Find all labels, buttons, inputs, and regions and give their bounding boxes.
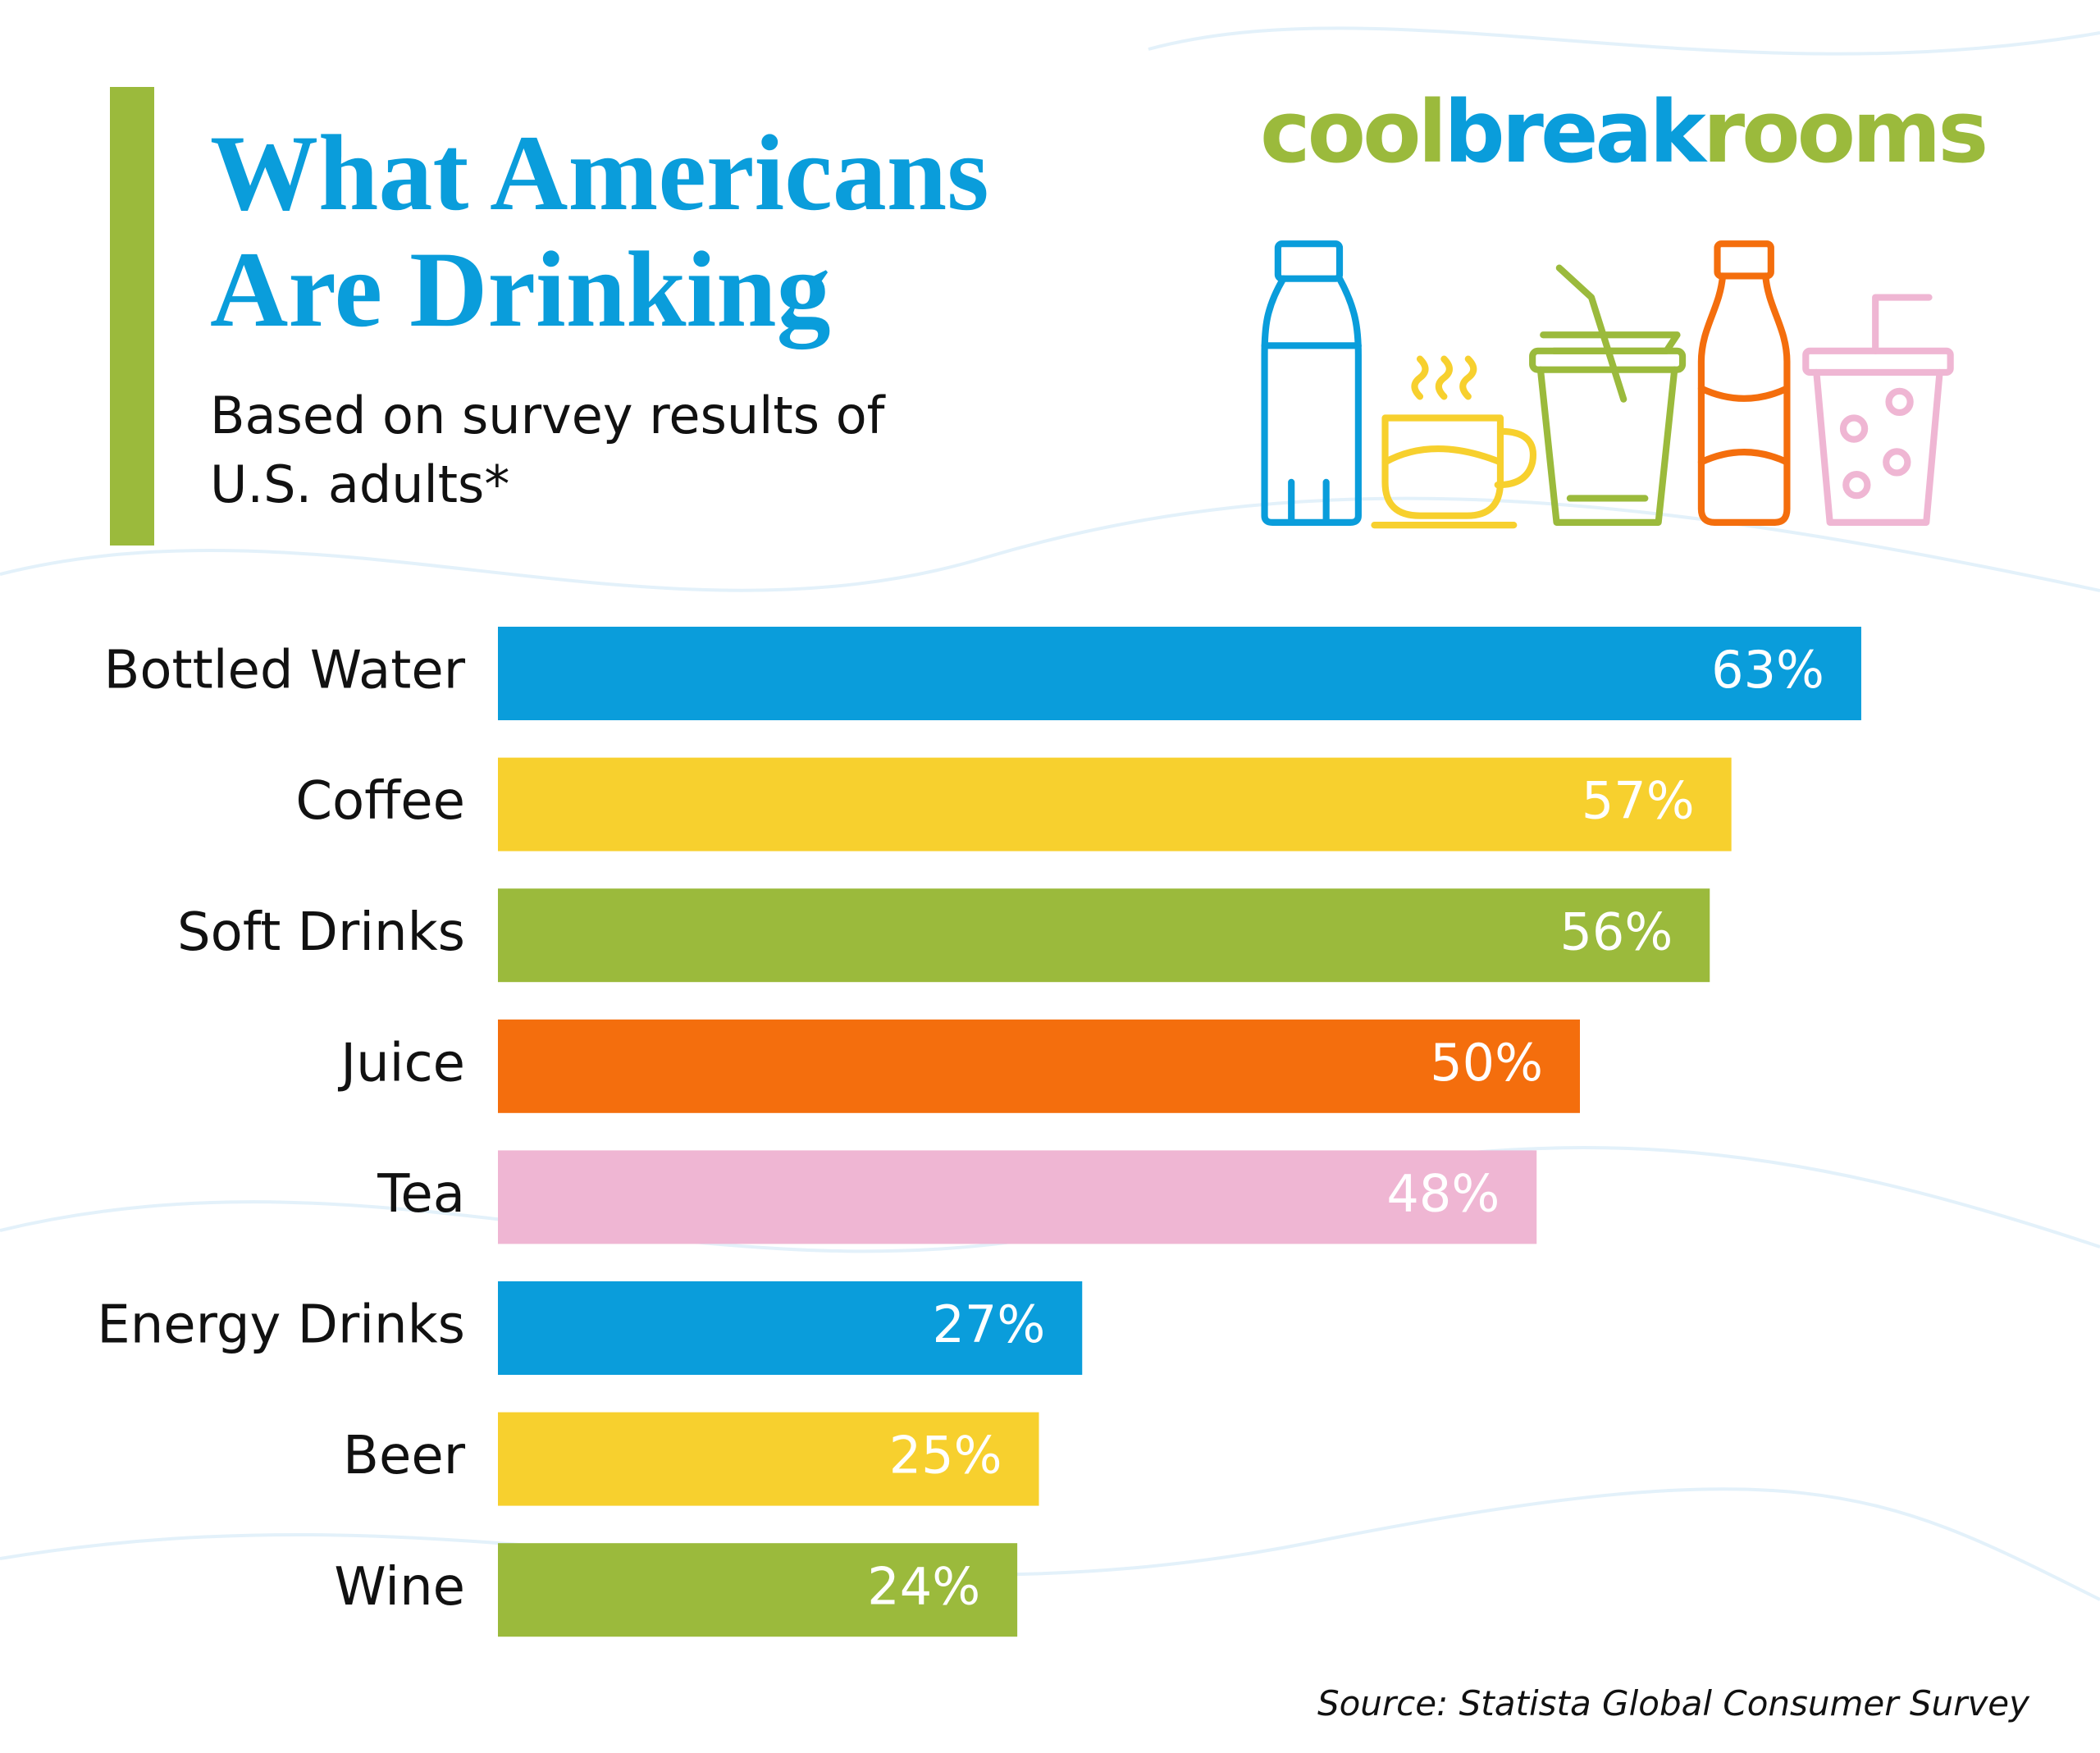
soda-bottle-icon — [1697, 240, 1791, 526]
bar — [498, 1281, 1083, 1375]
chart-subtitle: Based on survey results of U.S. adults* — [210, 386, 885, 514]
category-label: Beer — [343, 1426, 466, 1486]
value-label: 27% — [932, 1294, 1045, 1354]
bar — [498, 627, 1861, 720]
bar — [498, 1412, 1039, 1506]
value-label: 57% — [1582, 771, 1695, 831]
value-label: 50% — [1430, 1033, 1543, 1093]
logo: coolbreakrooms — [1260, 82, 1988, 182]
accent-bar — [110, 87, 154, 546]
logo-part: rooms — [1702, 82, 1988, 182]
category-label: Wine — [334, 1557, 465, 1618]
value-label: 48% — [1386, 1163, 1500, 1223]
bar — [498, 888, 1710, 983]
category-label: Bottled Water — [103, 641, 465, 701]
drink-icons — [1261, 240, 1954, 529]
category-label: Energy Drinks — [97, 1295, 465, 1356]
background-waves — [0, 26, 2100, 1601]
chart-title: What Americans Are Drinking — [210, 112, 989, 349]
bar — [498, 1019, 1580, 1113]
value-label: 24% — [867, 1556, 980, 1616]
cup-icon — [1529, 264, 1687, 526]
bar — [498, 1150, 1537, 1244]
category-label: Juice — [337, 1033, 465, 1093]
coffee-icon — [1371, 355, 1537, 529]
source-note: Source: Statista Global Consumer Survey — [1317, 1683, 2029, 1723]
bottle-icon — [1261, 240, 1362, 526]
value-label: 56% — [1559, 902, 1673, 961]
value-label: 25% — [889, 1426, 1002, 1486]
iced-drink-icon — [1802, 294, 1954, 526]
bar — [498, 757, 1732, 851]
category-label: Soft Drinks — [177, 902, 465, 963]
category-label: Tea — [377, 1164, 465, 1225]
logo-part: cool — [1260, 82, 1447, 182]
bar — [498, 1543, 1018, 1637]
logo-part: break — [1444, 82, 1706, 182]
value-label: 63% — [1711, 640, 1824, 700]
category-label: Coffee — [295, 771, 465, 832]
